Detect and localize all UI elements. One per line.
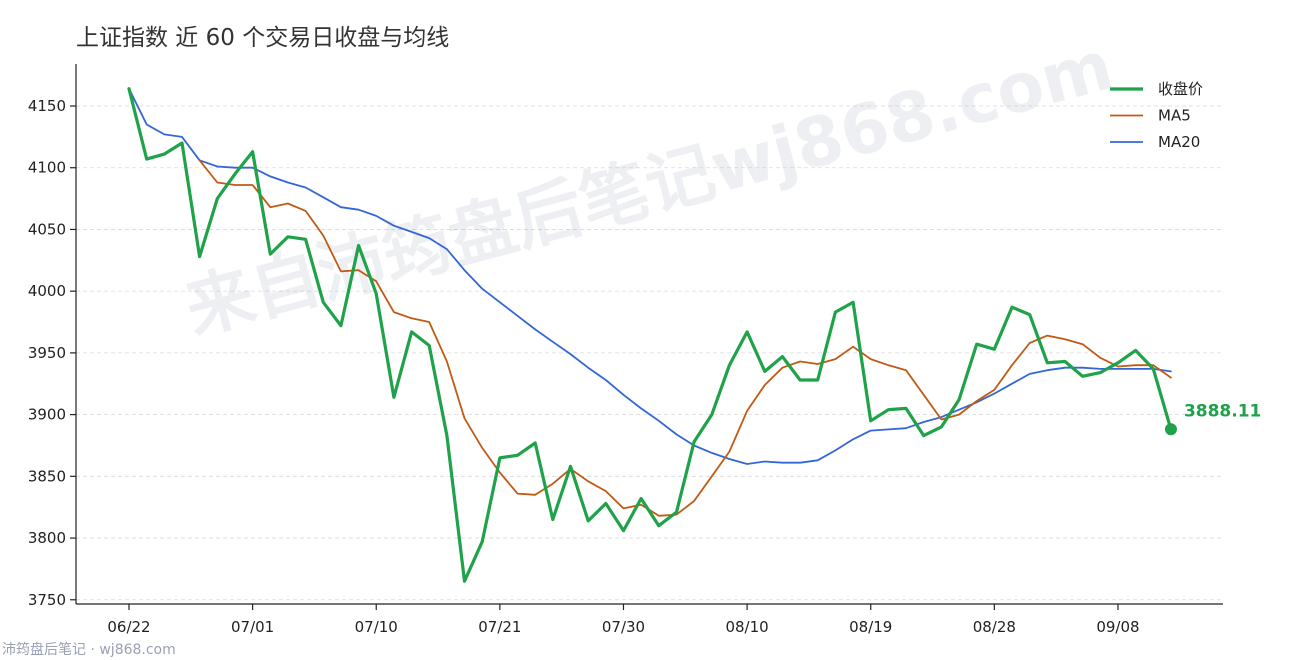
x-tick-label: 07/21 [478,618,521,636]
y-tick-label: 4050 [28,220,66,238]
watermark: 来自沛筠盘后笔记wj868.com [177,26,1121,350]
legend-label: MA5 [1158,107,1191,125]
watermark-text: 来自沛筠盘后笔记wj868.com [177,26,1121,350]
y-tick-label: 4000 [28,282,66,300]
y-tick-label: 4100 [28,159,66,177]
footer-watermark: 沛筠盘后笔记 · wj868.com [2,641,176,658]
x-tick-label: 08/28 [973,618,1016,636]
y-tick-label: 3750 [28,591,66,609]
last-value-label: 3888.11 [1184,401,1261,421]
y-tick-label: 4150 [28,97,66,115]
series-line-close [127,87,1173,583]
x-tick-label: 09/08 [1096,618,1139,636]
series-line-ma20 [128,87,1172,465]
legend: 收盘价 MA5 MA20 [1110,80,1203,151]
series-lines [127,87,1173,583]
legend-label: 收盘价 [1158,80,1203,98]
x-axis-ticks: 06/22 07/01 07/10 07/21 07/30 08/10 08/19 08/28… [107,604,1140,636]
y-tick-label: 3800 [28,529,66,547]
x-tick-label: 08/10 [725,618,768,636]
last-point-dot [1164,423,1177,436]
x-tick-label: 07/10 [355,618,398,636]
x-tick-label: 08/19 [849,618,892,636]
x-tick-label: 07/01 [231,618,274,636]
y-axis-ticks: 3750 3800 3850 3900 3950 4000 4050 4100 4150 [28,97,76,609]
x-tick-label: 06/22 [107,618,150,636]
y-tick-label: 3850 [28,467,66,485]
y-tick-label: 3950 [28,344,66,362]
y-tick-label: 3900 [28,406,66,424]
last-point-marker: 3888.11 [1164,401,1261,436]
series-line-ma5 [198,159,1172,517]
legend-label: MA20 [1158,133,1200,151]
chart-title: 上证指数 近 60 个交易日收盘与均线 [76,25,449,51]
x-tick-label: 07/30 [602,618,645,636]
